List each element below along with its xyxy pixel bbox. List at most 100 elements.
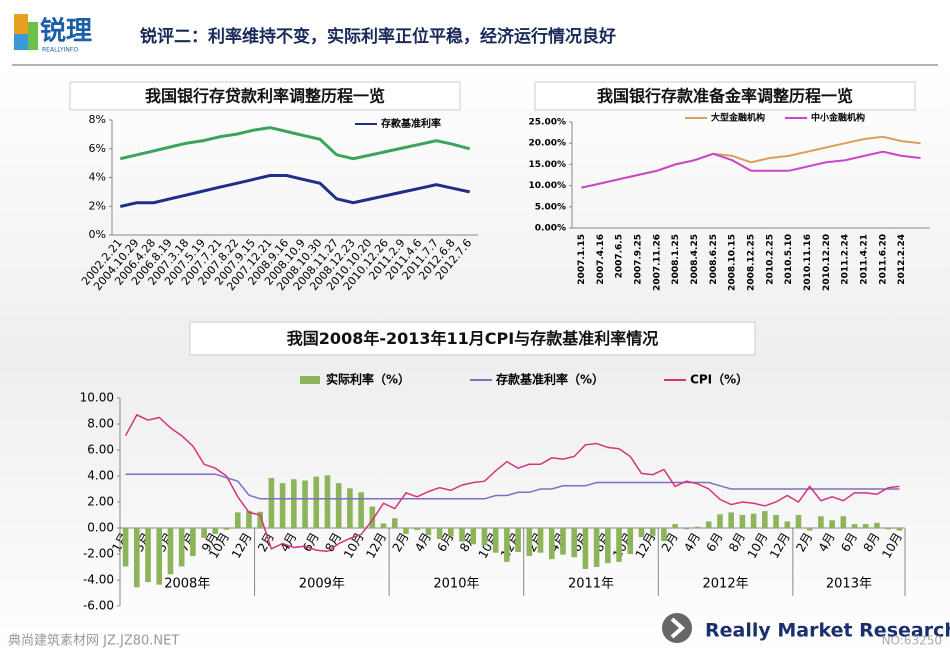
x-tick-label: 2007.4.16 [596, 234, 606, 285]
bar [504, 528, 510, 562]
bar [582, 528, 589, 569]
legend-label: 中小金融机构 [811, 112, 865, 124]
x-tick-label: 2007.9.25 [633, 234, 643, 285]
y-tick-label: 6.00 [87, 443, 114, 457]
logo-block [28, 22, 38, 50]
x-tick-label: 2012.2.24 [897, 234, 907, 285]
bar [470, 528, 477, 545]
x-tick-label: 2010.12.20 [822, 234, 832, 291]
bar [313, 476, 320, 528]
logo-block [14, 34, 28, 50]
bar [167, 528, 174, 575]
chart-title-box [534, 81, 916, 111]
y-tick-label: 4% [89, 171, 106, 184]
bar [672, 524, 678, 528]
slide-title: 锐评二：利率维持不变，实际利率正位平稳，经济运行情况良好 [140, 26, 616, 47]
chart-title-box [69, 81, 461, 111]
bar [885, 528, 891, 530]
y-tick-label: 10.00 [80, 391, 114, 405]
x-tick-label: 2010.11.16 [803, 234, 813, 291]
x-tick-label: 2008.10.15 [728, 234, 738, 291]
bar [190, 528, 196, 557]
y-tick-label: 20.00% [529, 139, 567, 149]
y-tick-label: -4.00 [83, 573, 114, 587]
bar [369, 506, 376, 528]
y-tick-label: 5.00% [535, 202, 566, 212]
bar [302, 480, 308, 528]
bar [705, 521, 712, 528]
x-tick-label: 2010.5.10 [784, 234, 794, 285]
chart-title: 我国银行存贷款利率调整历程一览 [145, 87, 385, 106]
bar [896, 528, 903, 531]
year-label: 2008年 [164, 577, 210, 592]
y-tick-label: 2.00 [87, 495, 114, 509]
bar [145, 528, 151, 583]
bar [459, 528, 465, 542]
y-tick-label: 8% [89, 113, 106, 126]
bar [840, 516, 847, 528]
x-tick-label: 2011.6.20 [878, 234, 888, 285]
bar [380, 523, 387, 528]
bar [212, 528, 219, 534]
bar [560, 528, 566, 555]
year-label: 2013年 [826, 577, 872, 592]
bar [122, 528, 129, 567]
legend-label: 大型金融机构 [711, 112, 765, 124]
bar [324, 475, 331, 528]
y-tick-label: 6% [89, 142, 106, 155]
y-tick-label: 0.00 [87, 521, 114, 535]
x-tick-label: 2007.1.15 [577, 234, 587, 285]
bar [448, 528, 454, 537]
bar [548, 528, 555, 560]
bar [795, 515, 802, 528]
line [119, 126, 471, 161]
y-tick-label: 25.00% [529, 118, 567, 128]
chart-title: 我国2008年-2013年11月CPI与存款基准利率情况 [287, 329, 658, 348]
bar [683, 528, 690, 530]
watermark-number: NO:63250 [882, 634, 942, 648]
bar [201, 528, 207, 538]
line [124, 413, 900, 553]
line [125, 473, 900, 500]
brand: Really Market Research [705, 620, 950, 642]
year-label: 2010年 [433, 577, 479, 592]
logo-block [14, 14, 28, 34]
x-tick-label: 2010.2.25 [765, 234, 775, 285]
x-tick-label: 2011.4.21 [860, 234, 870, 285]
line [581, 150, 921, 189]
logo: 锐理 [40, 16, 92, 47]
bar [806, 528, 813, 531]
y-tick-label: 10.00% [529, 181, 567, 191]
y-tick-label: 4.00 [87, 469, 114, 483]
brand-arrow [670, 617, 685, 639]
legend-label: CPI（%） [690, 372, 748, 387]
y-tick-label: 8.00 [87, 417, 114, 431]
x-tick-label: 2008.12.25 [747, 234, 757, 291]
bar [862, 524, 869, 528]
bar [223, 528, 230, 530]
bar [728, 512, 734, 528]
bar [279, 483, 286, 528]
bar [403, 528, 409, 534]
bar [414, 528, 420, 530]
bar [638, 528, 645, 538]
bar [257, 511, 263, 528]
y-tick-label: 0% [89, 228, 106, 241]
bar [134, 528, 140, 588]
x-tick-label: 2008.1.25 [671, 234, 681, 285]
bar [515, 528, 521, 553]
chart-title: 我国银行存款准备金率调整历程一览 [597, 87, 853, 106]
bar [492, 528, 499, 553]
bar [291, 479, 297, 528]
brand-icon [662, 613, 692, 643]
bar [874, 522, 880, 528]
bar [156, 528, 163, 585]
logo-sub: REALLYINFO [42, 47, 78, 54]
bar [851, 524, 858, 528]
bar [818, 516, 824, 528]
bar [649, 528, 656, 536]
bar [750, 513, 757, 528]
watermark: 典尚建筑素材网 JZ.JZ80.NET [8, 633, 179, 649]
